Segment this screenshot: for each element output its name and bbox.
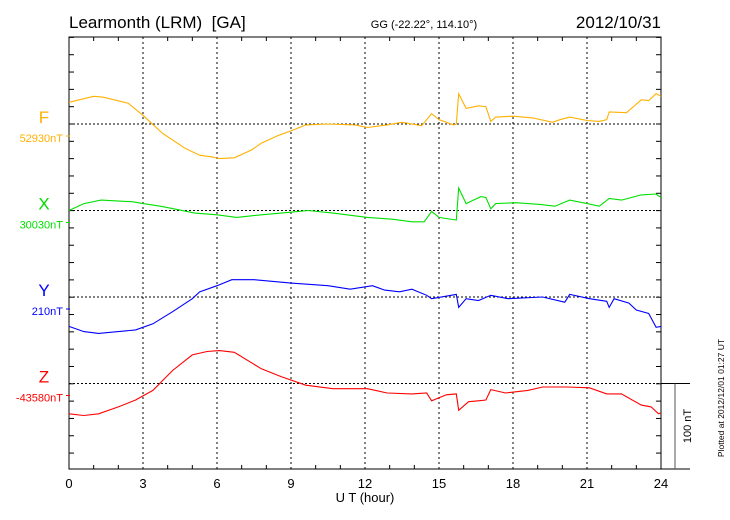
chart-title: Learmonth (LRM) [GA] — [69, 13, 246, 32]
plot-frame — [68, 36, 662, 470]
series-line-f — [68, 91, 662, 160]
scale-bar-label: 100 nT — [682, 409, 694, 444]
x-tick-label: 3 — [139, 476, 146, 491]
x-tick-label: 6 — [213, 476, 220, 491]
x-tick-label: 24 — [654, 476, 668, 491]
series-line-y — [68, 279, 662, 334]
series-baseline-z: -43580nT — [16, 393, 63, 405]
x-tick-label: 12 — [358, 476, 372, 491]
series-baseline-x: 30030nT — [20, 220, 64, 232]
series-baseline-y: 210nT — [32, 306, 63, 318]
series-name-f: F — [39, 108, 49, 127]
series-line-x — [68, 185, 662, 223]
series-name-x: X — [38, 195, 49, 214]
x-tick-label: 21 — [580, 476, 594, 491]
x-tick-label: 15 — [432, 476, 446, 491]
x-tick-label: 0 — [65, 476, 72, 491]
chart-subtitle: GG (-22.22°, 114.10°) — [371, 19, 477, 31]
x-tick-label: 9 — [287, 476, 294, 491]
series-name-y: Y — [38, 281, 49, 300]
series-name-z: Z — [39, 368, 49, 387]
plotted-at-footer: Plotted at 2012/12/01 01:27 UT — [716, 339, 726, 457]
series-line-z — [68, 350, 662, 417]
series-baseline-f: 52930nT — [20, 133, 64, 145]
chart-date: 2012/10/31 — [576, 13, 661, 32]
x-axis-label: U T (hour) — [336, 490, 395, 505]
x-tick-label: 18 — [506, 476, 520, 491]
